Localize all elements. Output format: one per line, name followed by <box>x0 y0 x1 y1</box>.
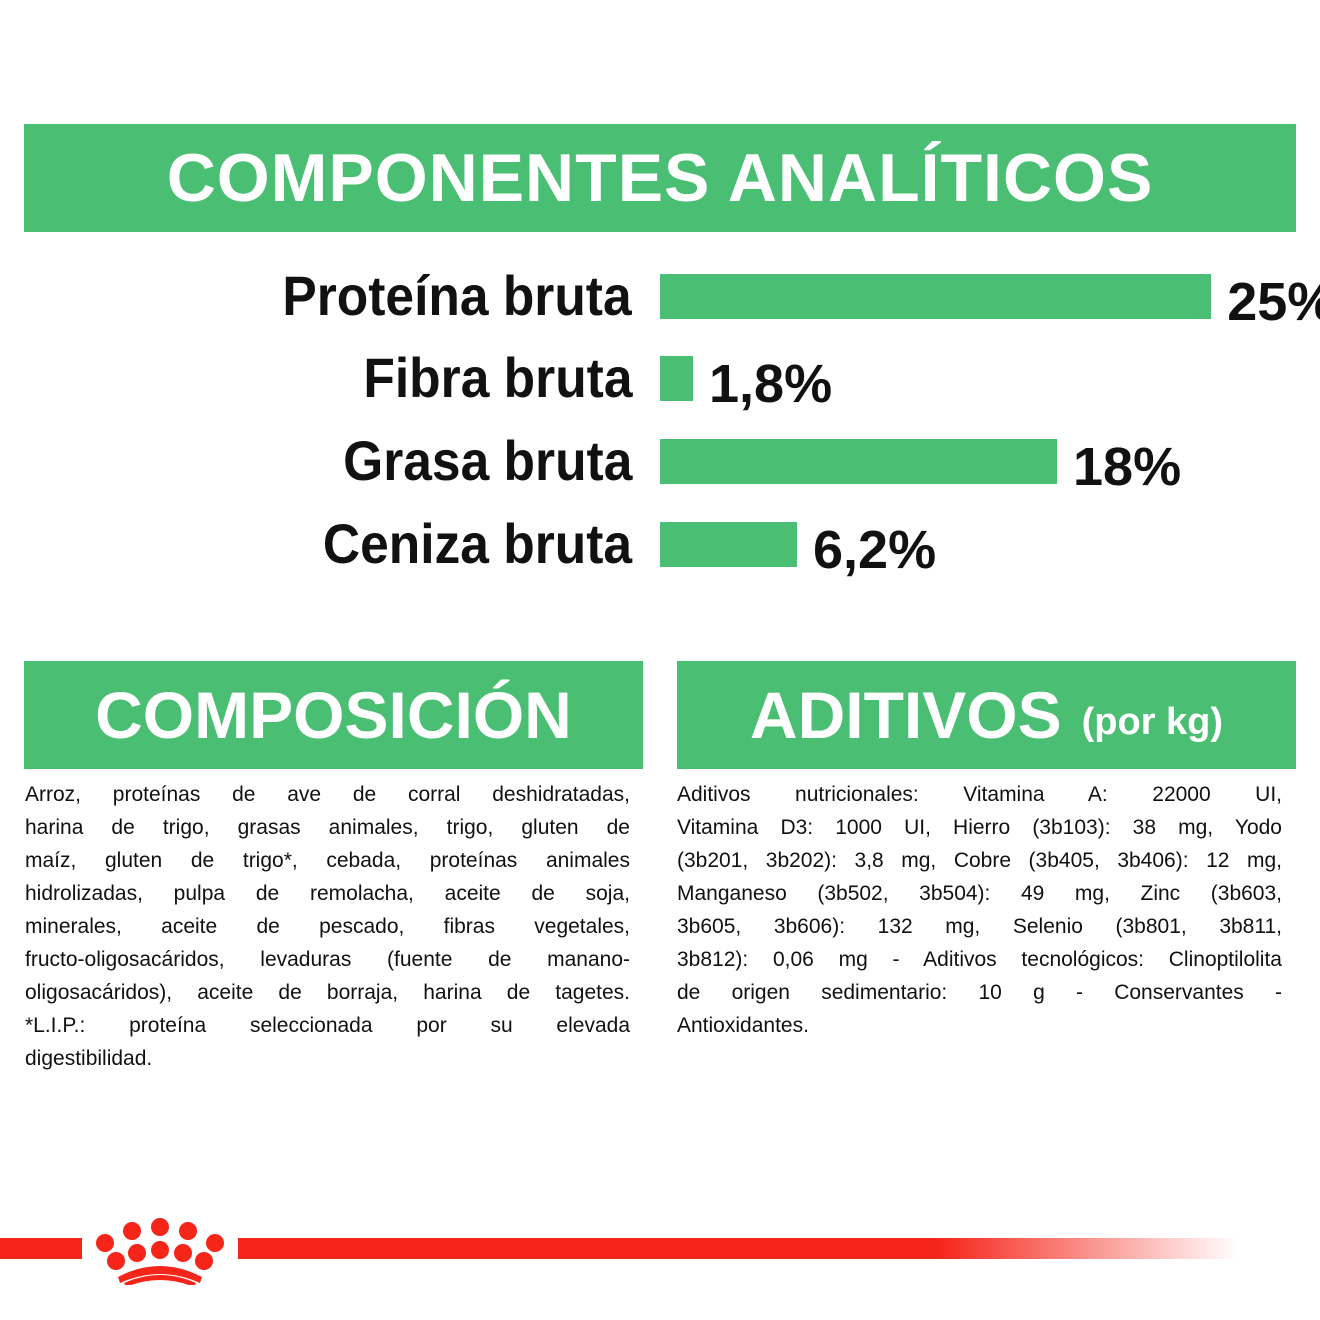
value-label: 18% <box>1073 437 1182 497</box>
composition-title: COMPOSICIÓN <box>95 678 572 752</box>
text-line: 3b605, 3b606): 132 mg, Selenio (3b801, 3… <box>677 915 1282 938</box>
footer-red-line-left <box>0 1238 82 1259</box>
text-line: minerales, aceite de pescado, fibras veg… <box>25 915 630 938</box>
text-line: fructo-oligosacáridos, levaduras (fuente… <box>25 948 630 971</box>
text-line: digestibilidad. <box>25 1047 153 1070</box>
text-line: *L.I.P.: proteína seleccionada por su el… <box>25 1014 630 1037</box>
chart-row: Proteína bruta 25% <box>0 264 1320 333</box>
text-line: hidrolizadas, pulpa de remolacha, aceite… <box>25 882 630 905</box>
category-label: Ceniza bruta <box>322 512 632 575</box>
header-title: COMPONENTES ANALÍTICOS <box>166 140 1154 216</box>
composition-header: COMPOSICIÓN <box>24 661 643 769</box>
bar <box>660 439 1057 484</box>
bar <box>660 522 797 567</box>
category-label: Fibra bruta <box>362 346 632 409</box>
bar <box>660 274 1212 319</box>
additives-header: ADITIVOS (por kg) <box>677 661 1296 769</box>
category-label: Proteína bruta <box>282 264 632 327</box>
text-line: Manganeso (3b502, 3b504): 49 mg, Zinc (3… <box>677 882 1282 905</box>
text-line: harina de trigo, grasas animales, trigo,… <box>25 816 630 839</box>
additives-title: ADITIVOS <box>749 678 1062 752</box>
composition-text: Arroz, proteínas de ave de corral deshid… <box>25 778 630 1075</box>
text-line: Vitamina D3: 1000 UI, Hierro (3b103): 38… <box>677 816 1282 839</box>
footer-red-line-right <box>238 1238 1238 1259</box>
text-line: 3b812): 0,06 mg - Aditivos tecnológicos:… <box>677 948 1282 971</box>
bar <box>660 356 693 401</box>
text-line: Antioxidantes. <box>677 1014 809 1037</box>
analytical-components-header: COMPONENTES ANALÍTICOS <box>24 124 1296 232</box>
chart-row: Fibra bruta 1,8% <box>0 346 1320 415</box>
royal-canin-crown-logo <box>96 1218 224 1285</box>
value-label: 6,2% <box>813 520 937 580</box>
text-line: de origen sedimentario: 10 g - Conservan… <box>677 981 1282 1004</box>
value-label: 1,8% <box>709 354 833 414</box>
chart-row: Ceniza bruta 6,2% <box>0 512 1320 581</box>
additives-text: Aditivos nutricionales: Vitamina A: 2200… <box>677 778 1282 1042</box>
text-line: maíz, gluten de trigo*, cebada, proteína… <box>25 849 630 872</box>
additives-subtitle: (por kg) <box>1081 700 1224 743</box>
text-line: oligosacáridos), aceite de borraja, hari… <box>25 981 630 1004</box>
text-line: Aditivos nutricionales: Vitamina A: 2200… <box>677 783 1282 806</box>
chart-row: Grasa bruta 18% <box>0 429 1320 498</box>
category-label: Grasa bruta <box>342 429 632 492</box>
text-line: (3b201, 3b202): 3,8 mg, Cobre (3b405, 3b… <box>677 849 1282 872</box>
value-label: 25% <box>1227 272 1320 332</box>
text-line: Arroz, proteínas de ave de corral deshid… <box>25 783 630 806</box>
